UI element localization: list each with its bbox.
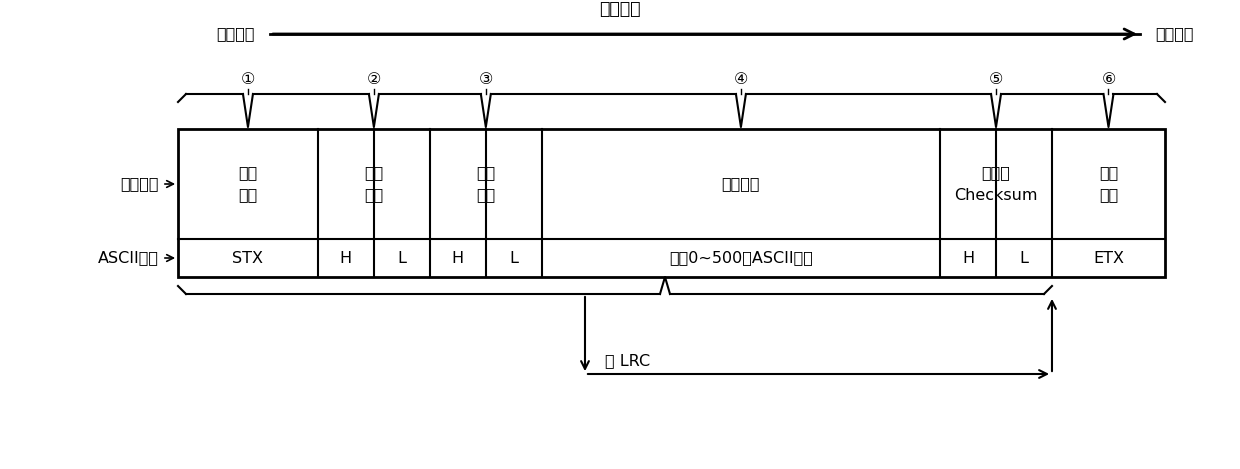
Text: 字段名称: 字段名称 [120,176,159,191]
Text: ASCII字符: ASCII字符 [98,250,159,265]
Text: ④: ④ [734,71,748,86]
Text: H: H [451,250,464,265]
Text: STX: STX [232,250,263,265]
Text: 传递方向: 传递方向 [599,0,641,18]
Text: 最先发出: 最先发出 [217,27,255,41]
Text: 仆站
号码: 仆站 号码 [365,166,383,203]
Text: L: L [398,250,407,265]
Text: 开头
字符: 开头 字符 [238,166,258,203]
Text: 最后送出: 最后送出 [1154,27,1193,41]
Text: 取 LRC: 取 LRC [605,354,650,369]
Text: 校验码
Checksum: 校验码 Checksum [955,166,1038,203]
Text: 结尾
字符: 结尾 字符 [1099,166,1118,203]
Text: ⑥: ⑥ [1101,71,1116,86]
Text: ⑤: ⑤ [988,71,1003,86]
Text: ②: ② [367,71,381,86]
Text: L: L [1019,250,1028,265]
Text: H: H [962,250,975,265]
Text: 可为0~500个ASCII字符: 可为0~500个ASCII字符 [670,250,813,265]
Bar [179,129,1166,277]
Text: 本文资料: 本文资料 [722,176,760,191]
Text: ③: ③ [479,71,494,86]
Text: L: L [510,250,518,265]
Text: ①: ① [241,71,255,86]
Text: H: H [340,250,352,265]
Text: 命令
号码: 命令 号码 [476,166,496,203]
Text: ETX: ETX [1092,250,1123,265]
